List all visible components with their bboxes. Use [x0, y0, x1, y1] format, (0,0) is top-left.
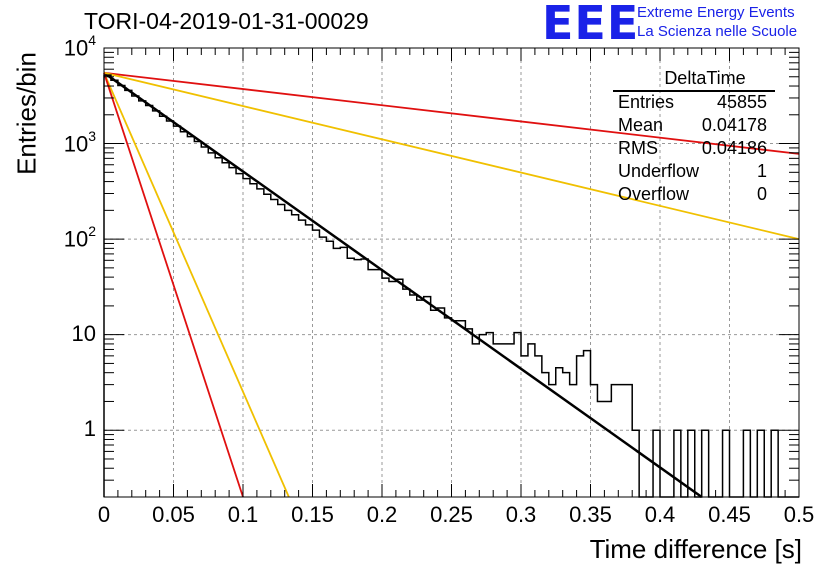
stats-row: RMS 0.04186 — [609, 138, 779, 161]
y-tick-label: 10 — [71, 320, 96, 346]
stats-label: Mean — [618, 115, 664, 135]
logo-line-1: Extreme Energy Events — [637, 4, 795, 21]
stats-row: Mean 0.04178 — [609, 115, 779, 138]
fit-line — [103, 71, 800, 240]
stats-value: 0.04178 — [701, 115, 767, 135]
stats-box-rule — [613, 90, 775, 92]
stats-label: RMS — [618, 138, 658, 158]
y-tick-label: 103 — [63, 127, 96, 156]
stats-value: 45855 — [716, 92, 767, 112]
x-tick-label: 0 — [97, 502, 111, 527]
x-tick-label: 0.1 — [227, 502, 259, 527]
y-tick-label: 104 — [63, 32, 96, 61]
fit-line — [103, 72, 244, 498]
x-tick-label: 0.5 — [783, 502, 815, 527]
stats-box-rows: Entries 45855 Mean 0.04178 RMS 0.04186 Underfl… — [609, 92, 779, 207]
axis-ticks — [103, 47, 800, 498]
stats-box-title: DeltaTime — [664, 68, 746, 88]
y-tick-label: 102 — [63, 223, 96, 252]
stats-value: 1 — [756, 161, 767, 181]
stats-box: DeltaTime Entries 45855 Mean 0.04178 RMS 0.04… — [609, 68, 779, 207]
x-axis-label: Time difference [s] — [589, 534, 802, 564]
chart-title: TORI-04-2019-01-31-00029 — [84, 8, 369, 34]
x-tick-label: 0.35 — [569, 502, 612, 527]
x-tick-label: 0.4 — [644, 502, 676, 527]
x-tick-label: 0.15 — [291, 502, 334, 527]
histogram — [103, 74, 799, 498]
x-tick-label: 0.05 — [152, 502, 195, 527]
y-tick-label: 1 — [83, 416, 96, 442]
stats-label: Overflow — [618, 184, 690, 204]
x-tick-label: 0.25 — [430, 502, 473, 527]
fit-line — [103, 71, 800, 155]
histogram-outline — [103, 74, 799, 498]
stats-label: Entries — [618, 92, 675, 112]
stats-value: 0 — [756, 184, 767, 204]
x-tick-label: 0.3 — [505, 502, 537, 527]
logo-line-2: La Scienza nelle Scuole — [637, 23, 798, 40]
x-tick-label: 0.2 — [366, 502, 398, 527]
x-tick-label: 0.45 — [708, 502, 751, 527]
fit-line — [103, 72, 290, 498]
stats-row: Underflow 1 — [609, 161, 779, 184]
eee-logo: EEE — [542, 0, 640, 50]
stats-value: 0.04186 — [701, 138, 767, 158]
stats-label: Underflow — [618, 161, 700, 181]
stats-row: Entries 45855 — [609, 92, 779, 115]
stats-row: Overflow 0 — [609, 184, 779, 207]
